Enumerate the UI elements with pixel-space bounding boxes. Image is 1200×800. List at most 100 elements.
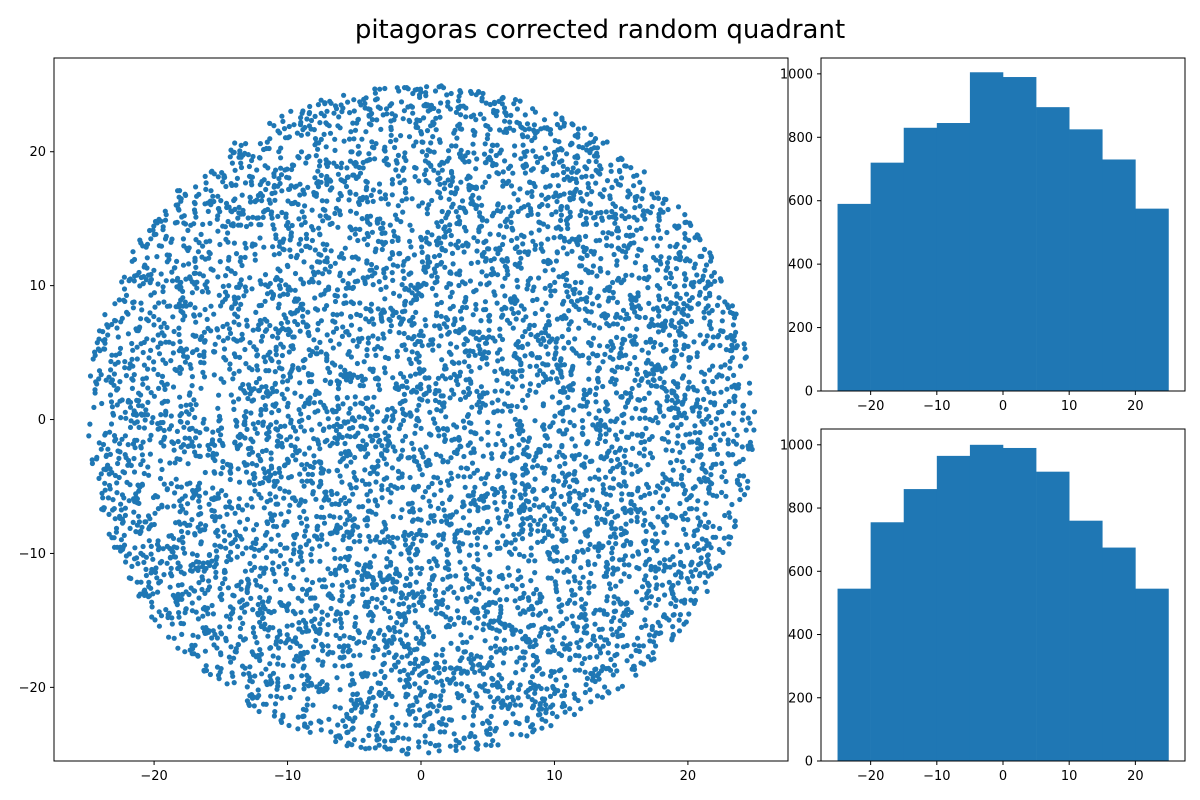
scatter-point bbox=[522, 462, 529, 468]
scatter-point bbox=[484, 136, 490, 142]
scatter-point bbox=[483, 273, 489, 279]
scatter-point bbox=[98, 471, 104, 477]
scatter-point bbox=[737, 363, 744, 369]
scatter-point bbox=[614, 416, 620, 422]
scatter-point bbox=[145, 399, 151, 405]
scatter-point bbox=[312, 247, 318, 253]
scatter-point bbox=[470, 192, 476, 198]
scatter-point bbox=[236, 496, 242, 502]
scatter-point bbox=[116, 455, 122, 461]
scatter-point bbox=[189, 517, 195, 523]
scatter-point bbox=[660, 480, 666, 486]
scatter-point bbox=[480, 720, 486, 727]
scatter-point bbox=[412, 608, 418, 614]
scatter-point bbox=[211, 508, 217, 514]
scatter-point bbox=[236, 368, 242, 374]
scatter-point bbox=[639, 376, 645, 382]
scatter-point bbox=[217, 624, 223, 630]
scatter-point bbox=[732, 398, 738, 404]
scatter-point bbox=[436, 252, 443, 258]
scatter-point bbox=[232, 206, 238, 212]
scatter-point bbox=[453, 209, 459, 215]
scatter-point bbox=[478, 436, 484, 442]
scatter-point bbox=[459, 316, 465, 322]
scatter-point bbox=[473, 625, 479, 631]
scatter-point bbox=[287, 502, 293, 508]
scatter-point bbox=[651, 377, 657, 383]
scatter-point bbox=[192, 449, 198, 455]
scatter-point bbox=[575, 624, 581, 630]
scatter-point bbox=[731, 410, 737, 416]
scatter-point bbox=[603, 235, 610, 241]
scatter-point bbox=[257, 190, 264, 197]
scatter-point bbox=[473, 117, 479, 123]
scatter-point bbox=[405, 335, 411, 341]
scatter-point bbox=[408, 530, 414, 537]
scatter-point bbox=[268, 456, 274, 462]
scatter-point bbox=[572, 600, 578, 606]
scatter-point bbox=[111, 433, 118, 439]
scatter-point bbox=[273, 235, 279, 241]
scatter-point bbox=[171, 635, 177, 641]
scatter-point bbox=[389, 465, 395, 471]
scatter-point bbox=[409, 196, 415, 202]
scatter-point bbox=[341, 92, 347, 98]
scatter-point bbox=[325, 416, 331, 422]
scatter-point bbox=[280, 118, 286, 124]
scatter-point bbox=[244, 684, 250, 690]
scatter-point bbox=[392, 629, 398, 635]
scatter-point bbox=[127, 525, 133, 532]
scatter-point bbox=[540, 502, 546, 508]
scatter-point bbox=[436, 748, 442, 754]
scatter-point bbox=[201, 329, 207, 335]
scatter-point bbox=[460, 745, 466, 751]
scatter-point bbox=[482, 638, 488, 644]
scatter-point bbox=[100, 441, 107, 448]
scatter-point bbox=[554, 198, 560, 205]
scatter-point bbox=[386, 690, 392, 697]
scatter-point bbox=[455, 473, 461, 479]
scatter-point bbox=[220, 465, 226, 471]
scatter-point bbox=[650, 650, 656, 656]
scatter-point bbox=[572, 279, 579, 286]
scatter-point bbox=[277, 541, 283, 548]
scatter-point bbox=[621, 420, 627, 426]
scatter-point bbox=[588, 210, 594, 216]
scatter-point bbox=[643, 528, 649, 535]
scatter-point bbox=[541, 258, 547, 265]
scatter-point bbox=[318, 110, 324, 116]
scatter-point bbox=[326, 424, 332, 430]
scatter-point bbox=[444, 284, 450, 290]
scatter-point bbox=[163, 360, 169, 366]
scatter-point bbox=[457, 369, 463, 375]
scatter-point bbox=[365, 340, 371, 346]
scatter-point bbox=[497, 223, 503, 229]
scatter-point bbox=[183, 276, 189, 282]
scatter-point bbox=[625, 434, 632, 440]
scatter-point bbox=[250, 630, 257, 636]
scatter-point bbox=[223, 504, 229, 510]
scatter-point bbox=[235, 466, 241, 472]
scatter-point bbox=[468, 368, 474, 374]
scatter-point bbox=[228, 644, 234, 650]
scatter-point bbox=[618, 429, 625, 435]
scatter-point bbox=[645, 462, 651, 468]
scatter-point bbox=[170, 384, 177, 390]
scatter-point bbox=[203, 239, 209, 245]
scatter-point bbox=[122, 359, 128, 365]
scatter-point bbox=[347, 584, 353, 590]
scatter-point bbox=[557, 410, 563, 416]
scatter-point bbox=[547, 283, 553, 289]
scatter-point bbox=[594, 643, 600, 649]
scatter-point bbox=[670, 624, 676, 630]
scatter-point bbox=[189, 568, 195, 574]
scatter-point bbox=[655, 420, 661, 426]
scatter-point bbox=[435, 177, 441, 183]
scatter-point bbox=[299, 558, 305, 564]
scatter-point bbox=[339, 582, 345, 588]
scatter-point bbox=[547, 508, 553, 514]
scatter-point bbox=[340, 401, 346, 407]
scatter-point bbox=[669, 591, 676, 597]
scatter-point bbox=[458, 179, 464, 185]
scatter-point bbox=[396, 601, 402, 608]
